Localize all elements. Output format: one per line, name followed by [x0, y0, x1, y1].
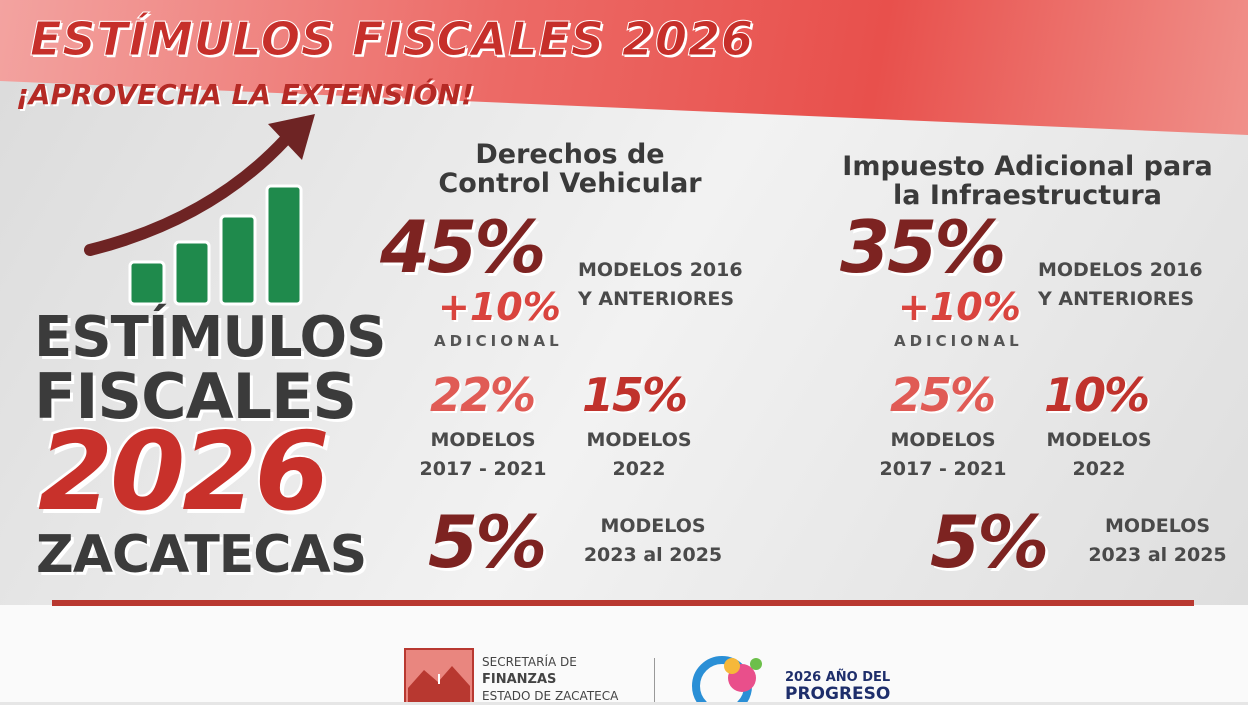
models-line: 2017 - 2021 [419, 458, 547, 480]
title-line: la Infraestructura [893, 180, 1162, 211]
models-line: MODELOS [890, 429, 996, 451]
title-line: Impuesto Adicional para [842, 151, 1213, 182]
section-title: Derechos de Control Vehicular [420, 140, 720, 198]
models-line: MODELOS [600, 515, 706, 537]
footer [0, 605, 1248, 702]
agency-line: FINANZAS [482, 672, 557, 687]
extra-percent: +10% [898, 285, 1021, 329]
tier-percent: 15% [582, 368, 688, 422]
tier-percent: 5% [930, 500, 1049, 584]
tier-percent: 25% [890, 368, 996, 422]
models-line: Y ANTERIORES [1038, 288, 1195, 310]
models: MODELOS 2016 Y ANTERIORES [1038, 256, 1203, 314]
models: MODELOS 2023 al 2025 [1080, 512, 1235, 570]
models: MODELOS 2022 [1034, 426, 1164, 484]
badge-year: 2026 [38, 410, 330, 535]
models: MODELOS 2016 Y ANTERIORES [578, 256, 743, 314]
models-line: Y ANTERIORES [578, 288, 735, 310]
tier-percent: 22% [430, 368, 536, 422]
separator [654, 658, 655, 702]
badge-line: ESTÍMULOS [34, 305, 386, 370]
models: MODELOS 2023 al 2025 [578, 512, 728, 570]
models-line: MODELOS [430, 429, 536, 451]
models: MODELOS 2017 - 2021 [418, 426, 548, 484]
models-line: MODELOS [1046, 429, 1152, 451]
agency-name: SECRETARÍA DE FINANZAS ESTADO DE ZACATECA [482, 654, 618, 705]
models-line: 2023 al 2025 [583, 544, 723, 566]
agency-line: SECRETARÍA DE [482, 655, 577, 669]
badge-place: ZACATECAS [36, 525, 367, 585]
models-line: MODELOS [586, 429, 692, 451]
tier-percent: 10% [1044, 368, 1150, 422]
models-line: 2017 - 2021 [879, 458, 1007, 480]
slogan-line: PROGRESO [785, 684, 891, 704]
agency-logo [404, 648, 474, 702]
growth-icon [84, 114, 315, 306]
models-line: 2022 [612, 458, 666, 480]
extra-percent: +10% [438, 285, 561, 329]
title-line: Derechos de [475, 139, 665, 170]
state-logo [692, 656, 762, 702]
models: MODELOS 2017 - 2021 [878, 426, 1008, 484]
models-line: 2023 al 2025 [1088, 544, 1227, 566]
models-line: MODELOS 2016 [578, 259, 743, 281]
models-line: 2022 [1072, 458, 1126, 480]
header-title: ESTÍMULOS FISCALES 2026 [29, 12, 755, 67]
header-tagline: ¡APROVECHA LA EXTENSIÓN! [16, 78, 474, 111]
slogan: 2026 AÑO DEL PROGRESO [785, 670, 890, 704]
tier-percent: 5% [428, 500, 547, 584]
extra-label: ADICIONAL [894, 332, 1023, 350]
models: MODELOS 2022 [574, 426, 704, 484]
title-line: Control Vehicular [438, 168, 702, 199]
agency-line: ESTADO DE ZACATECA [482, 689, 619, 703]
models-line: MODELOS [1104, 515, 1211, 537]
main-percent: 45% [380, 205, 546, 289]
main-percent: 35% [840, 205, 1006, 289]
models-line: MODELOS 2016 [1038, 259, 1203, 281]
slogan-line: 2026 AÑO DEL [785, 670, 891, 685]
extra-label: ADICIONAL [434, 332, 563, 350]
badge-line: FISCALES [34, 360, 357, 433]
section-title: Impuesto Adicional para la Infraestructur… [830, 152, 1225, 210]
divider [52, 600, 1194, 606]
